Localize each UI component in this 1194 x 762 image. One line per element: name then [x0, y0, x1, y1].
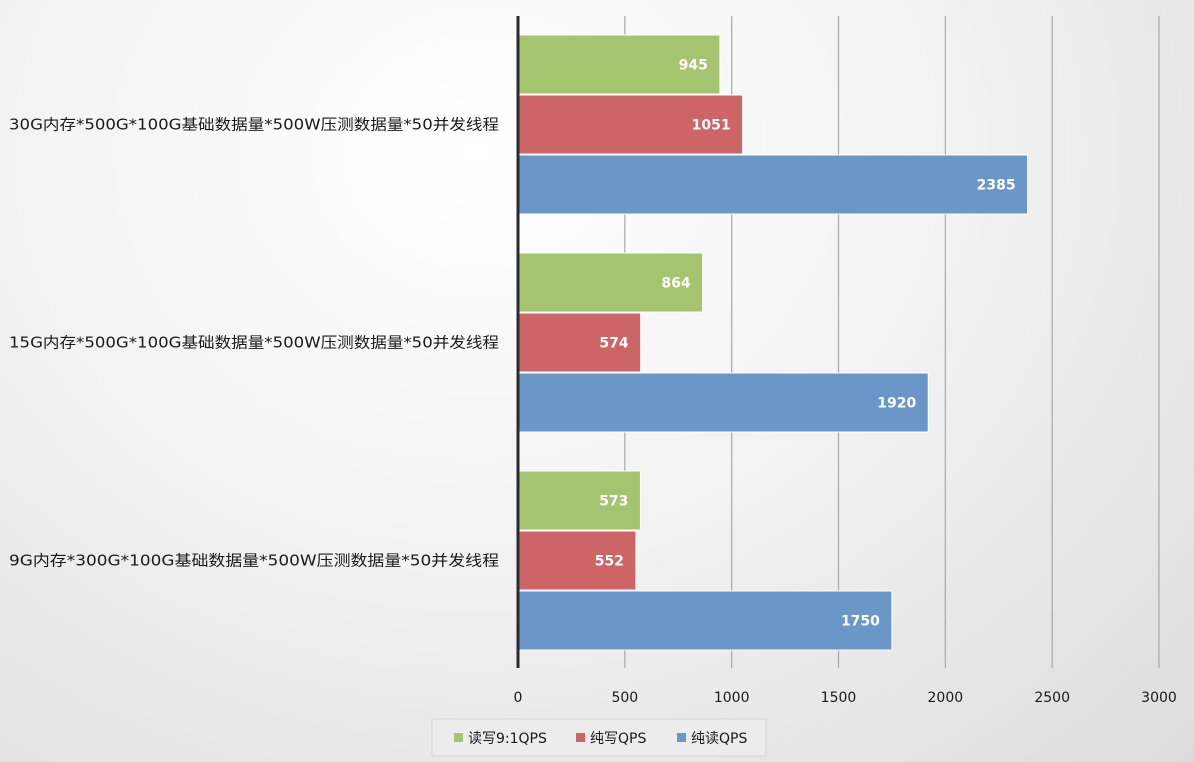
bar-1-2	[517, 372, 929, 433]
bar-1-1	[517, 312, 642, 373]
legend: 读写9:1QPS 纯写QPS 纯读QPS	[431, 718, 767, 757]
legend-box	[431, 718, 767, 757]
data-label: 2385	[977, 178, 1016, 194]
bar-2-1	[517, 530, 637, 591]
x-tick-label: 1500	[821, 690, 857, 706]
category-label: 30G内存*500G*100G基础数据量*500W压测数据量*50并发线程	[9, 116, 499, 134]
x-tick-label: 500	[611, 690, 638, 706]
data-label: 573	[599, 494, 628, 510]
legend-label: 读写9:1QPS	[468, 730, 547, 747]
bar-2-2	[517, 590, 893, 651]
category-label: 9G内存*300G*100G基础数据量*500W压测数据量*50并发线程	[9, 552, 499, 570]
x-tick-label: 1000	[714, 690, 750, 706]
x-tick-label: 0	[514, 690, 523, 706]
data-label: 1750	[841, 614, 880, 630]
x-tick-labels: 0 500 1000 1500 2000 2500 3000	[514, 690, 1177, 706]
data-label: 574	[599, 336, 628, 352]
bar-0-2	[517, 154, 1029, 215]
legend-swatch	[454, 733, 463, 742]
x-tick-label: 2000	[928, 690, 964, 706]
legend-label: 纯写QPS	[590, 731, 646, 747]
category-label: 15G内存*500G*100G基础数据量*500W压测数据量*50并发线程	[9, 334, 499, 352]
x-tick-label: 3000	[1141, 690, 1177, 706]
data-label: 552	[595, 554, 624, 570]
legend-swatch	[576, 733, 585, 742]
bar-2-0	[517, 470, 641, 531]
data-label: 864	[661, 276, 690, 292]
x-tick-label: 2500	[1034, 690, 1070, 706]
category-labels: 30G内存*500G*100G基础数据量*500W压测数据量*50并发线程 15G…	[9, 116, 499, 570]
data-label: 1051	[692, 118, 731, 134]
legend-swatch	[677, 733, 686, 742]
legend-label: 纯读QPS	[691, 730, 747, 747]
data-label: 1920	[877, 396, 916, 412]
data-label: 945	[679, 58, 708, 74]
bars	[517, 34, 1029, 651]
bar-0-0	[517, 34, 721, 95]
bar-1-0	[517, 252, 704, 313]
data-labels: 945 1051 2385 864 574 1920 573 552 1750	[595, 58, 1016, 630]
